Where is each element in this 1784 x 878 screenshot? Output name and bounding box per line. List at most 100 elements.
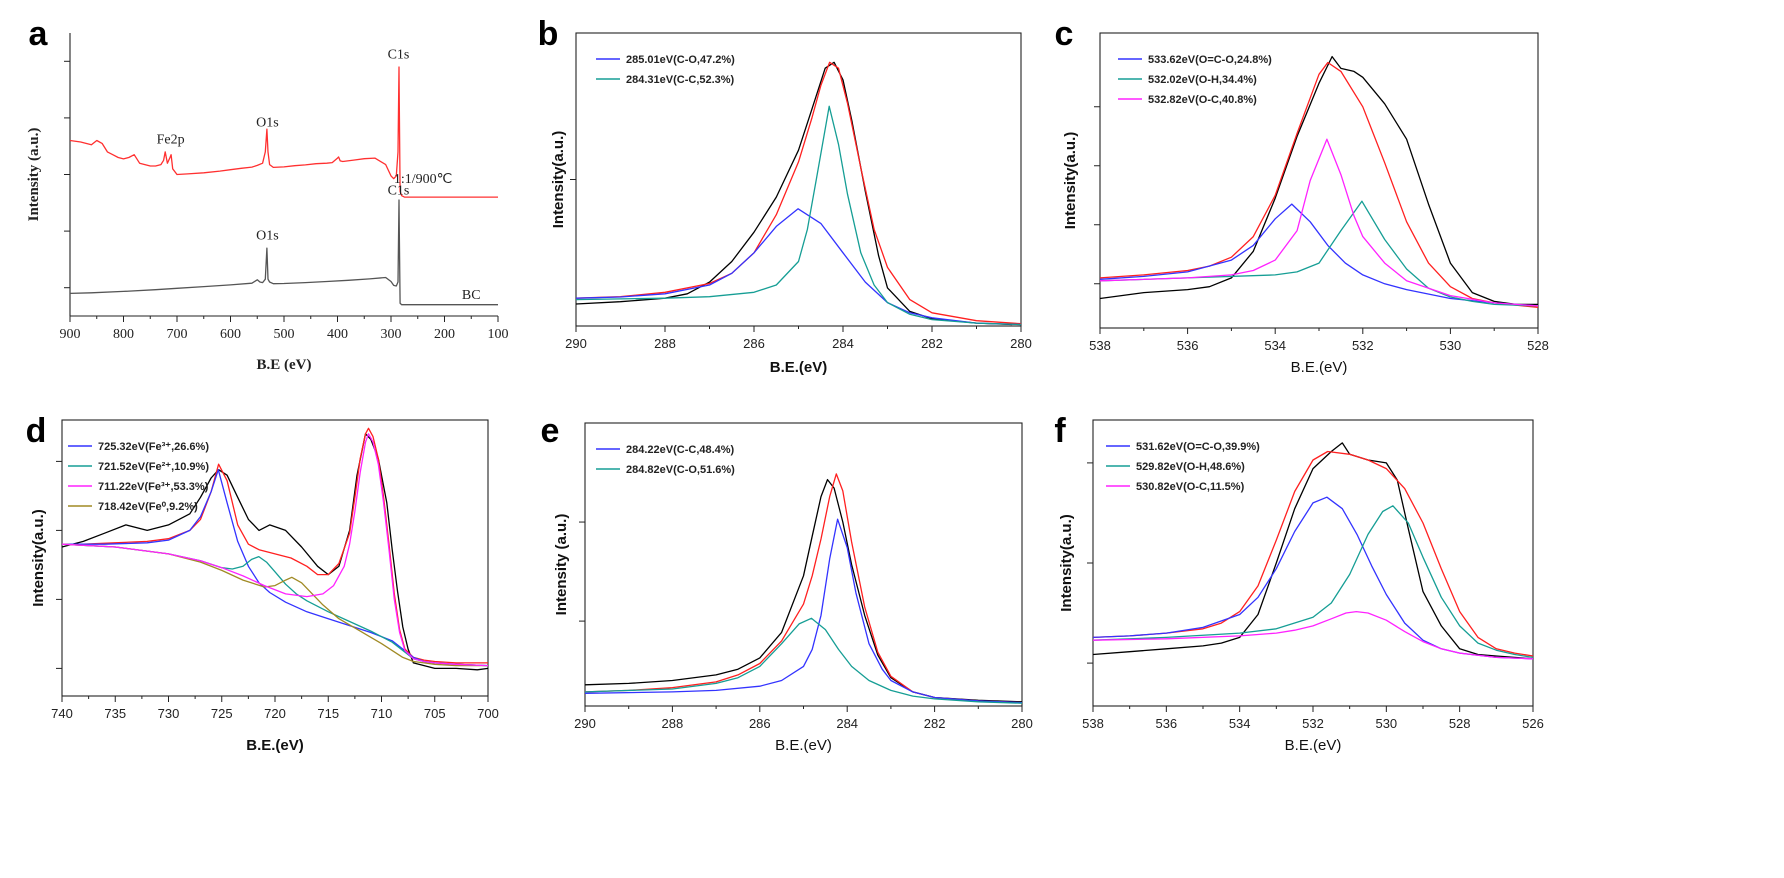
x-tick-label: 280 [1011, 716, 1033, 731]
x-tick-label: 282 [924, 716, 946, 731]
x-tick-label: 500 [274, 327, 295, 342]
x-tick-label: 536 [1177, 338, 1199, 353]
x-tick-label: 600 [220, 327, 241, 342]
panel-letter: f [1054, 412, 1066, 450]
x-tick-label: 200 [434, 327, 455, 342]
x-tick-label: 725 [211, 706, 233, 721]
x-tick-label: 700 [477, 706, 499, 721]
legend-label: 725.32eV(Fe³⁺,26.6%) [98, 441, 209, 453]
panel-e: e 290 288 286 284 282 280 B.E.(eV) Intensity (a.… [541, 412, 1033, 754]
series-line-532-02ev-o-h-34-4 [1099, 200, 1539, 307]
legend-label: 531.62eV(O=C-O,39.9%) [1136, 441, 1260, 453]
panel-f: f 538 536 534 532 530 528 526 B.E.(eV) Intensity(… [1054, 412, 1544, 754]
series-line-measured [1092, 442, 1534, 660]
x-tick-label: 534 [1264, 338, 1286, 353]
y-axis-title: Intensity (a.u.) [553, 514, 570, 616]
y-axis-title: Intensity(a.u.) [550, 131, 567, 229]
legend-label: 711.22eV(Fe³⁺,53.3%) [98, 481, 209, 493]
legend-label: 284.22eV(C-C,48.4%) [626, 444, 735, 456]
peak-annotation: C1s [388, 183, 410, 198]
panel-d: d 740 735 730 725 720 715 710 705 700 B.E.(eV) Inte… [26, 412, 499, 754]
series-line-measured [584, 478, 1023, 703]
peak-annotation: 1:1/900℃ [394, 172, 453, 187]
x-tick-label: 532 [1302, 716, 1324, 731]
x-tick-label: 284 [832, 336, 854, 351]
series-line-envelope [584, 473, 1023, 704]
series-line-measured [1099, 55, 1538, 306]
series-line-532-82ev-o-c-40-8 [1099, 138, 1539, 307]
series-line-envelope [1092, 450, 1534, 657]
legend-label: 284.31eV(C-C,52.3%) [626, 74, 735, 86]
series-line-bc [69, 199, 498, 306]
x-axis-title: B.E.(eV) [1285, 737, 1342, 754]
x-tick-label: 526 [1522, 716, 1544, 731]
panel-c: c 538 536 534 532 530 528 B.E.(eV) Intensity(a.u… [1055, 15, 1549, 376]
x-tick-label: 280 [1010, 336, 1032, 351]
x-tick-label: 735 [104, 706, 126, 721]
x-tick-label: 532 [1352, 338, 1374, 353]
x-tick-label: 400 [327, 327, 348, 342]
y-axis-title: Intensity (a.u.) [26, 128, 42, 222]
x-tick-label: 282 [921, 336, 943, 351]
x-tick-label: 290 [565, 336, 587, 351]
x-tick-label: 284 [836, 716, 858, 731]
x-tick-label: 900 [60, 327, 81, 342]
x-tick-label: 715 [317, 706, 339, 721]
legend-label: 533.62eV(O=C-O,24.8%) [1148, 54, 1272, 66]
series-line-531-62ev-o-c-o-39-9 [1092, 496, 1534, 660]
legend-label: 718.42eV(Fe⁰,9.2%) [98, 501, 198, 513]
peak-annotation: C1s [388, 47, 410, 62]
series-line-718-42ev-fe-9-2 [61, 543, 488, 667]
x-tick-label: 528 [1527, 338, 1549, 353]
x-axis-title: B.E.(eV) [775, 737, 832, 754]
x-tick-label: 528 [1449, 716, 1471, 731]
panel-letter: e [541, 412, 560, 450]
x-tick-label: 530 [1440, 338, 1462, 353]
x-tick-label: 800 [113, 327, 134, 342]
legend-label: 532.02eV(O-H,34.4%) [1148, 74, 1257, 86]
peak-annotation: BC [462, 288, 481, 303]
series-line-284-82ev-c-o-51-6 [584, 617, 1023, 704]
series-line-529-82ev-o-h-48-6 [1092, 505, 1534, 659]
panel-a: a 900 800 700 600 500 400 300 200 100 B.E (eV) Inte… [26, 15, 509, 373]
y-axis-title: Intensity(a.u.) [1058, 514, 1075, 612]
series-line-285-01ev-c-o-47-2 [575, 208, 1022, 326]
series-line-1-1-900 [69, 66, 498, 198]
peak-annotation: O1s [256, 115, 279, 130]
x-tick-label: 730 [158, 706, 180, 721]
x-tick-label: 100 [488, 327, 509, 342]
panel-letter: c [1055, 15, 1074, 53]
panel-b: b 290 288 286 284 282 280 B.E.(eV) Intensity(a.u… [538, 15, 1032, 376]
x-tick-label: 288 [662, 716, 684, 731]
legend-label: 529.82eV(O-H,48.6%) [1136, 461, 1245, 473]
series-line-envelope [575, 61, 1022, 325]
x-tick-label: 536 [1155, 716, 1177, 731]
panel-letter: b [538, 15, 559, 53]
peak-annotation: O1s [256, 229, 279, 244]
x-tick-label: 288 [654, 336, 676, 351]
series-line-530-82ev-o-c-11-5 [1092, 610, 1534, 660]
x-tick-label: 534 [1229, 716, 1251, 731]
panel-letter: d [26, 412, 47, 450]
x-tick-label: 538 [1082, 716, 1104, 731]
legend-label: 285.01eV(C-O,47.2%) [626, 54, 735, 66]
panel-letter: a [29, 15, 49, 53]
series-line-533-62ev-o-c-o-24-8 [1099, 203, 1539, 307]
x-axis-title: B.E.(eV) [246, 737, 304, 754]
series-line-711-22ev-fe-53-3 [61, 433, 489, 667]
legend-label: 721.52eV(Fe²⁺,10.9%) [98, 461, 209, 473]
series-line-measured [61, 433, 489, 671]
x-tick-label: 290 [574, 716, 596, 731]
x-tick-label: 700 [167, 327, 188, 342]
series-line-measured [575, 61, 1013, 326]
series-line-284-22ev-c-c-48-4 [584, 518, 1023, 704]
legend-label: 532.82eV(O-C,40.8%) [1148, 94, 1257, 106]
peak-annotation: Fe2p [157, 132, 185, 147]
x-tick-label: 705 [424, 706, 446, 721]
x-tick-label: 538 [1089, 338, 1111, 353]
x-axis-title: B.E.(eV) [770, 359, 828, 376]
series-line-725-32ev-fe-26-6 [62, 469, 489, 667]
series-line-284-31ev-c-c-52-3 [575, 105, 1022, 326]
legend-label: 284.82eV(C-O,51.6%) [626, 464, 735, 476]
